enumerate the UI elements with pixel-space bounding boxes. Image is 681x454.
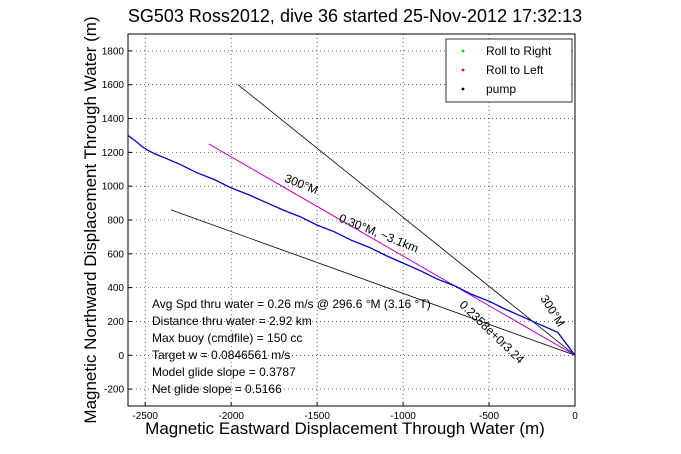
x-tick-label: -1500	[304, 411, 330, 422]
stat-line: Avg Spd thru water = 0.26 m/s @ 296.6 °M…	[152, 297, 431, 311]
y-tick-label: -200	[104, 385, 124, 396]
stat-line: Model glide slope = 0.3787	[152, 365, 296, 379]
dive-track-line	[127, 134, 576, 356]
y-tick-label: 600	[107, 249, 124, 260]
stat-line: Target w = 0.0846561 m/s	[152, 348, 290, 362]
legend-marker	[461, 68, 465, 72]
x-tick-label: 0	[572, 411, 578, 422]
y-tick-label: 1800	[102, 46, 125, 57]
plot-frame	[127, 33, 576, 407]
y-tick-label: 800	[107, 216, 124, 227]
course-line	[170, 209, 576, 356]
x-tick-label: -2000	[218, 411, 244, 422]
y-tick-label: 1000	[102, 182, 125, 193]
stat-line: Max buoy (cmdfile) = 150 cc	[152, 331, 302, 345]
x-tick-label: -1000	[390, 411, 416, 422]
stat-line: Net glide slope = 0.5166	[152, 382, 282, 396]
legend-box	[445, 38, 573, 103]
y-tick-label: 0	[118, 351, 124, 362]
legend-entry: Roll to Left	[486, 63, 544, 77]
legend-marker	[461, 49, 465, 53]
x-axis-label: Magnetic Eastward Displacement Through W…	[145, 419, 545, 438]
x-tick-label: -500	[479, 411, 499, 422]
legend-entry: Roll to Right	[486, 44, 552, 58]
chart-title: SG503 Ross2012, dive 36 started 25-Nov-2…	[128, 6, 582, 26]
x-tick-label: -2500	[132, 411, 158, 422]
y-tick-label: 1200	[102, 148, 125, 159]
y-tick-label: 200	[107, 317, 124, 328]
course-line	[237, 84, 576, 356]
legend-marker	[461, 87, 465, 91]
y-tick-label: 1600	[102, 80, 125, 91]
y-axis-label: Magnetic Northward Displacement Through …	[81, 16, 100, 423]
stat-line: Distance thru water = 2.92 km	[152, 314, 312, 328]
y-tick-label: 1400	[102, 114, 125, 125]
legend-entry: pump	[486, 82, 516, 96]
target-line	[208, 143, 576, 356]
y-tick-label: 400	[107, 283, 124, 294]
